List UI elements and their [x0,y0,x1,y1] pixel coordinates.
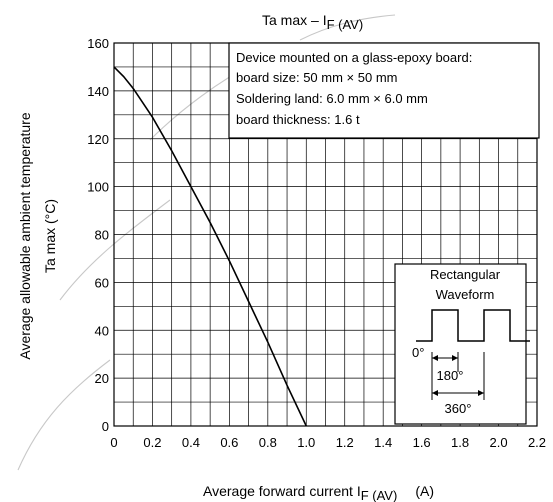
x-tick-label-11: 2.2 [528,435,546,450]
y-tick-label-2: 40 [95,323,109,338]
annotation-box: Device mounted on a glass-epoxy board: b… [228,42,540,139]
x-axis-label-main: Average forward current I [203,483,361,499]
y-tick-label-0: 0 [102,419,109,434]
y-axis-label-line-2: Ta max (°C) [42,199,58,273]
y-tick-label-6: 120 [87,132,109,147]
x-tick-label-2: 0.4 [182,435,200,450]
y-tick-label-3: 60 [95,275,109,290]
annotation-line-3: Soldering land: 6.0 mm × 6.0 mm [236,91,428,106]
chart-title-sub: F (AV) [327,17,364,32]
annotation-line-4: board thickness: 1.6 t [236,112,360,127]
inset-label-180: 180° [437,368,464,383]
x-tick-label-1: 0.2 [143,435,161,450]
x-tick-label-5: 1.0 [297,435,315,450]
x-axis-label-unit: (A) [415,483,434,499]
y-tick-label-8: 160 [87,36,109,51]
x-tick-label-4: 0.8 [259,435,277,450]
y-tick-label-1: 20 [95,371,109,386]
annotation-line-1: Device mounted on a glass-epoxy board: [236,50,472,65]
inset-title-line-1: Rectangular [430,267,501,282]
y-tick-label-7: 140 [87,84,109,99]
x-tick-label-9: 1.8 [451,435,469,450]
inset-arrowheads-360 [432,390,484,396]
tick-labels: 0 0.2 0.4 0.6 0.8 1.0 1.2 1.4 1.6 1.8 2.0 2.2 0 20 40 6… [87,36,546,450]
series-line-0 [113,66,307,427]
x-tick-label-10: 2.0 [490,435,508,450]
inset-arrowheads-180 [432,355,458,361]
inset-title-line-2: Waveform [436,287,495,302]
y-tick-label-5: 100 [87,180,109,195]
y-axis-label-line-1: Average allowable ambient temperature [17,112,33,359]
x-tick-label-8: 1.6 [413,435,431,450]
annotation-line-2: board size: 50 mm × 50 mm [236,70,397,85]
x-tick-label-0: 0 [110,435,117,450]
rectangular-waveform [416,309,530,342]
chart-title: Ta max – IF (AV) [262,12,363,32]
x-tick-label-7: 1.4 [374,435,392,450]
x-axis-label: Average forward current IF (AV) (A) [203,483,434,502]
waveform-inset: Rectangular Waveform 0° 180° 360° [394,263,530,425]
chart-title-main: Ta max – I [262,12,327,28]
inset-label-360: 360° [445,401,472,416]
y-tick-label-4: 80 [95,228,109,243]
x-axis-label-sub: F (AV) [361,488,398,502]
x-tick-label-3: 0.6 [220,435,238,450]
inset-label-0: 0° [412,345,424,360]
x-tick-label-6: 1.2 [336,435,354,450]
